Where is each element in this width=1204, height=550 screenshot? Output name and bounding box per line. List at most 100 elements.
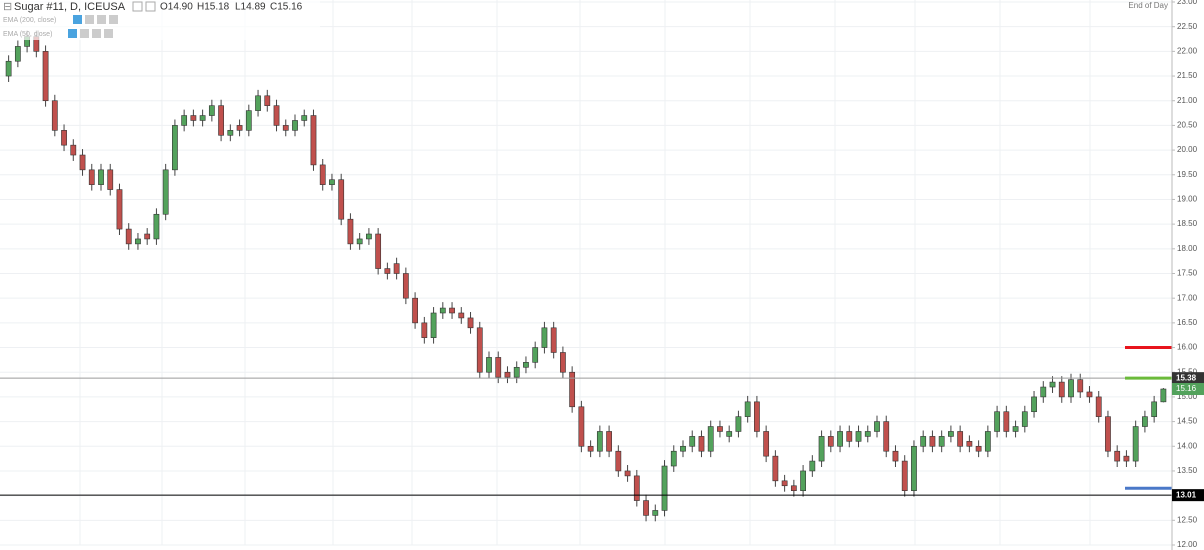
- candle-body: [633, 475, 640, 501]
- legend-backdrop: [0, 0, 320, 40]
- candle-body: [476, 327, 483, 373]
- indicator-remove[interactable]: [109, 15, 118, 24]
- candle-body: [412, 297, 418, 324]
- candle-body: [726, 431, 733, 437]
- y-tick-label: 17.00: [1177, 293, 1198, 302]
- candle-body: [818, 436, 825, 462]
- candle-body: [1003, 411, 1010, 432]
- candle-body: [61, 130, 67, 146]
- price-box-label: 13.01: [1176, 490, 1197, 499]
- candle-body: [1105, 416, 1111, 452]
- candle-body: [984, 431, 991, 452]
- last-price-label: 15.16: [1176, 384, 1197, 393]
- y-tick-label: 12.50: [1177, 515, 1198, 524]
- candle-body: [790, 485, 797, 492]
- candle-body: [532, 347, 539, 363]
- ohlc-close: C15.16: [270, 2, 303, 13]
- candle-body: [42, 51, 49, 102]
- ohlc-high: H15.18: [197, 2, 230, 13]
- candle-body: [356, 238, 363, 245]
- candle-body: [458, 312, 465, 319]
- last-price-box: [1172, 383, 1204, 396]
- indicator-eye[interactable]: [73, 15, 82, 24]
- candle-body: [550, 327, 557, 353]
- ohlc-low: L14.89: [235, 2, 266, 13]
- candle-body: [301, 115, 308, 121]
- candle-body: [707, 426, 714, 452]
- candle-body: [5, 60, 12, 77]
- candle-body: [855, 431, 862, 442]
- candle-body: [347, 218, 354, 245]
- candle-body: [901, 460, 908, 491]
- candle-body: [513, 366, 520, 378]
- settings-button[interactable]: [145, 1, 156, 12]
- candle-body: [837, 431, 843, 447]
- price-grid: [0, 1, 1172, 546]
- indicator-settings[interactable]: [80, 29, 89, 38]
- indicator-label[interactable]: EMA (200, close): [3, 17, 56, 24]
- candle-body: [245, 110, 252, 131]
- candle-body: [218, 105, 224, 136]
- candle-body: [79, 154, 86, 171]
- candle-body: [744, 401, 751, 417]
- candle-body: [264, 95, 271, 106]
- y-tick-label: 20.50: [1177, 121, 1198, 130]
- price-box-label: 15.38: [1176, 373, 1197, 382]
- indicator-settings[interactable]: [85, 15, 94, 24]
- ohlc-open: O14.90: [160, 2, 193, 13]
- candle-body: [14, 46, 21, 62]
- candle-body: [1031, 396, 1037, 413]
- y-tick-label: 14.00: [1177, 441, 1198, 450]
- y-tick-label: 14.50: [1177, 417, 1198, 426]
- candle-body: [966, 441, 973, 447]
- candle-body: [338, 179, 345, 220]
- candle-body: [1077, 379, 1084, 393]
- indicator-add[interactable]: [97, 15, 106, 24]
- indicator-add[interactable]: [92, 29, 101, 38]
- candle-body: [1114, 450, 1121, 462]
- indicator-eye[interactable]: [68, 29, 77, 38]
- candle-body: [596, 431, 603, 452]
- candle-body: [199, 115, 206, 121]
- candle-body: [135, 238, 141, 245]
- candle-body: [1049, 381, 1056, 388]
- candle-body: [1095, 396, 1102, 417]
- candle-body: [670, 450, 677, 467]
- candle-body: [772, 455, 779, 482]
- y-tick-label: 17.50: [1177, 269, 1198, 278]
- candle-body: [153, 213, 160, 240]
- collapse-icon[interactable]: ⊟: [3, 1, 12, 13]
- candle-body: [439, 307, 446, 314]
- candle-body: [449, 307, 455, 314]
- candle-body: [273, 105, 280, 126]
- price-box: [1172, 372, 1204, 385]
- candle-body: [1123, 455, 1130, 462]
- candle-body: [208, 105, 215, 116]
- candle-body: [1040, 386, 1047, 398]
- indicator-label[interactable]: EMA (50, close): [3, 31, 52, 38]
- candle-body: [255, 95, 261, 111]
- candle-body: [800, 470, 806, 492]
- y-tick-label: 13.50: [1177, 466, 1198, 475]
- candle-body: [282, 125, 289, 131]
- indicator-remove[interactable]: [104, 29, 113, 38]
- candle-body: [162, 169, 169, 215]
- candle-body: [1151, 401, 1158, 417]
- candle-body: [920, 436, 927, 447]
- candle-body: [227, 130, 234, 136]
- candle-body: [310, 115, 317, 166]
- candle-body: [948, 431, 954, 437]
- candle-body: [892, 450, 899, 462]
- symbol: Sugar #11, D, ICEUSA: [14, 1, 126, 13]
- candle-body: [661, 465, 668, 511]
- candle-body: [430, 312, 437, 338]
- eye-button[interactable]: [132, 1, 143, 12]
- candle-body: [236, 125, 243, 131]
- y-tick-label: 21.00: [1177, 96, 1198, 105]
- candle-body: [929, 436, 936, 447]
- candle-body: [846, 431, 853, 442]
- candle-body: [88, 169, 95, 185]
- y-tick-label: 20.00: [1177, 145, 1198, 154]
